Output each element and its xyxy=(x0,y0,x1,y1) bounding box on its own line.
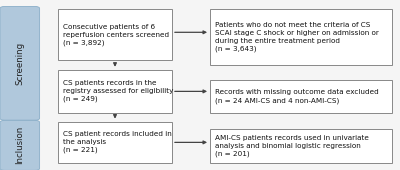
Text: CS patient records included in
the analysis
(n = 221): CS patient records included in the analy… xyxy=(63,131,172,153)
FancyBboxPatch shape xyxy=(210,129,392,163)
FancyBboxPatch shape xyxy=(0,120,40,170)
FancyBboxPatch shape xyxy=(58,70,172,113)
Text: AMI-CS patients records used in univariate
analysis and binomial logistic regres: AMI-CS patients records used in univaria… xyxy=(215,135,369,157)
FancyBboxPatch shape xyxy=(0,6,40,120)
Text: Records with missing outcome data excluded
(n = 24 AMI-CS and 4 non-AMI-CS): Records with missing outcome data exclud… xyxy=(215,89,378,104)
Text: Screening: Screening xyxy=(15,42,24,85)
Text: Inclusion: Inclusion xyxy=(15,126,24,165)
Text: Patients who do not meet the criteria of CS
SCAI stage C shock or higher on admi: Patients who do not meet the criteria of… xyxy=(215,22,379,52)
FancyBboxPatch shape xyxy=(58,122,172,163)
Text: CS patients records in the
registry assessed for eligibility
(n = 249): CS patients records in the registry asse… xyxy=(63,80,173,102)
FancyBboxPatch shape xyxy=(58,9,172,60)
FancyBboxPatch shape xyxy=(210,80,392,113)
Text: Consecutive patients of 6
reperfusion centers screened
(n = 3,892): Consecutive patients of 6 reperfusion ce… xyxy=(63,24,169,46)
FancyBboxPatch shape xyxy=(210,9,392,65)
